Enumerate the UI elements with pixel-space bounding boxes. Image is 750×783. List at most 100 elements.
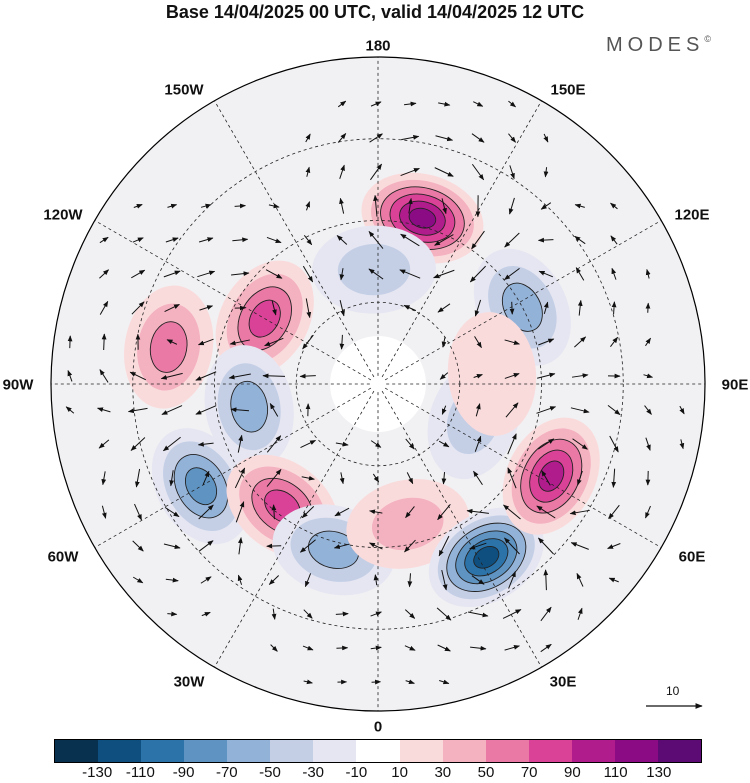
- colorbar-tick-label: -50: [259, 764, 281, 781]
- wind-arrow: [269, 402, 279, 417]
- wind-arrow: [337, 133, 347, 143]
- wind-arrow: [134, 468, 141, 488]
- wind-arrow: [504, 232, 520, 248]
- wind-arrow: [401, 135, 420, 141]
- wind-arrow: [271, 300, 277, 316]
- colorbar-tick-label: -110: [125, 764, 155, 781]
- colorbar-tick-label: -30: [302, 764, 325, 781]
- wind-arrow: [370, 163, 382, 181]
- wind-arrow: [438, 440, 450, 448]
- wind-arrow: [537, 372, 556, 379]
- wind-arrow: [129, 371, 147, 381]
- wind-arrow: [441, 336, 447, 348]
- wind-arrow: [198, 237, 214, 243]
- wind-arrow: [197, 270, 216, 278]
- wind-arrow: [508, 100, 517, 108]
- contour-level: [538, 460, 565, 492]
- wind-arrow: [508, 197, 515, 215]
- wind-arrow: [471, 575, 485, 585]
- wind-arrow: [299, 373, 316, 379]
- wind-arrow: [577, 607, 583, 620]
- wind-arrow: [403, 304, 417, 312]
- contour-level: [308, 530, 360, 569]
- wind-arrow: [230, 407, 250, 413]
- wind-arrow: [400, 167, 420, 177]
- wind-arrow: [473, 373, 483, 379]
- longitude-label: 150W: [164, 81, 204, 99]
- wind-arrow: [339, 334, 345, 350]
- wind-arrow: [165, 577, 179, 583]
- colorbar-swatch: [614, 740, 658, 762]
- colorbar-tick-label: 130: [646, 764, 672, 781]
- wind-arrow: [576, 572, 584, 587]
- wind-arrow: [271, 608, 277, 620]
- wind-arrow: [439, 679, 450, 685]
- colorbar-swatch: [356, 740, 400, 762]
- wind-arrow: [234, 203, 246, 209]
- colorbar-swatch: [98, 740, 142, 762]
- wind-arrow: [504, 537, 520, 555]
- wind-arrow: [99, 236, 109, 244]
- wind-arrow: [504, 645, 520, 651]
- wind-vectors: [65, 100, 685, 685]
- wind-arrow: [645, 437, 651, 451]
- wind-arrow: [368, 268, 384, 280]
- wind-arrow: [509, 165, 515, 180]
- wind-arrow: [441, 472, 447, 485]
- wind-arrow: [265, 269, 283, 279]
- wind-arrow: [507, 467, 517, 489]
- colorbar-tick-label: 70: [520, 764, 538, 781]
- wind-arrow: [302, 334, 314, 350]
- colorbar-swatch: [55, 740, 99, 762]
- colorbar-tick-label: 10: [391, 764, 408, 781]
- wind-arrow: [435, 135, 454, 142]
- wind-arrow: [370, 611, 382, 617]
- wind-arrow: [99, 269, 110, 279]
- wind-arrow: [471, 230, 485, 250]
- map-disk: [51, 57, 705, 711]
- wind-arrow: [373, 194, 378, 217]
- wind-arrow: [404, 539, 416, 553]
- wind-arrow: [538, 338, 555, 346]
- wind-arrow: [569, 509, 590, 516]
- wind-arrow: [433, 269, 455, 279]
- wind-arrow: [537, 237, 554, 243]
- longitude-label: 60E: [678, 548, 706, 566]
- wind-arrow: [508, 133, 516, 143]
- wind-arrow: [165, 237, 179, 243]
- meridian-line: [214, 100, 375, 378]
- wind-arrow: [570, 407, 590, 414]
- wind-arrow: [65, 406, 75, 414]
- wind-arrow: [266, 469, 282, 487]
- wind-arrow: [474, 336, 482, 349]
- wind-arrow: [610, 235, 618, 245]
- wind-arrow: [231, 271, 250, 276]
- longitude-label: 180: [365, 37, 391, 55]
- wind-arrow: [131, 269, 146, 279]
- wind-arrow: [438, 101, 451, 107]
- wind-arrow: [164, 303, 180, 313]
- colorbar-swatch: [657, 740, 701, 762]
- colorbar-tick-label: 30: [434, 764, 452, 781]
- wind-arrow: [301, 475, 315, 481]
- wind-arrow: [368, 542, 383, 550]
- wind-arrow: [609, 435, 619, 453]
- wind-arrow: [304, 573, 312, 588]
- wind-arrow: [405, 679, 415, 685]
- wind-arrow: [404, 645, 416, 651]
- colorbar-swatch: [571, 740, 615, 762]
- graticule: [51, 57, 705, 711]
- colorbar-tick-label: -90: [172, 764, 195, 781]
- wind-arrow: [270, 644, 278, 652]
- wind-arrow: [607, 405, 621, 415]
- wind-arrow: [195, 405, 217, 415]
- wind-arrow: [333, 543, 350, 549]
- wind-arrow: [266, 543, 282, 549]
- meridian-line: [94, 220, 372, 381]
- wind-arrow: [132, 540, 144, 552]
- wind-arrow: [405, 506, 415, 519]
- wind-arrow: [232, 237, 249, 243]
- wind-arrow: [339, 268, 345, 281]
- wind-arrow: [471, 133, 485, 143]
- wind-arrow: [160, 372, 183, 380]
